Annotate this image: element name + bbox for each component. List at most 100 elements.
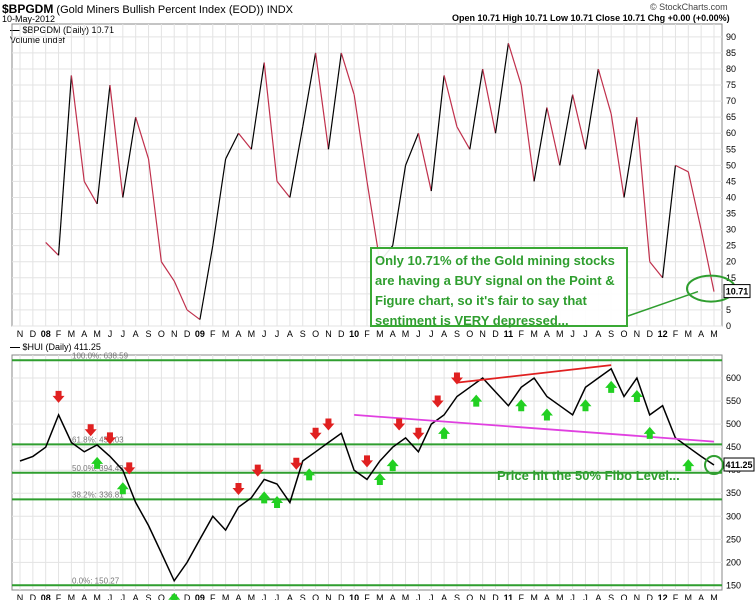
x-tick-label: M: [685, 329, 693, 339]
x-tick-label: 10: [349, 329, 359, 339]
bpgdm-segment: [559, 94, 574, 166]
bpgdm-segment: [109, 84, 124, 198]
bpgdm-segment: [314, 52, 330, 150]
bpgdm-segment: [212, 158, 227, 246]
x-tick-label: 12: [658, 329, 668, 339]
x-tick-label: M: [93, 593, 101, 600]
x-tick-label: N: [171, 329, 178, 339]
bpgdm-segment: [96, 84, 111, 204]
x-tick-label: J: [570, 329, 575, 339]
x-tick-label: J: [262, 593, 267, 600]
x-tick-label: M: [222, 329, 230, 339]
bpgdm-segment: [584, 68, 599, 150]
x-tick-label: M: [376, 329, 384, 339]
exchange: INDX: [266, 4, 293, 16]
x-tick-label: D: [646, 593, 653, 600]
x-tick-label: D: [30, 329, 37, 339]
chart-title: $BPGDM (Gold Miners Bullish Percent Inde…: [2, 2, 293, 16]
x-tick-label: J: [275, 593, 280, 600]
bpgdm-segment: [636, 117, 651, 262]
last-value-box: [723, 457, 755, 472]
bpgdm-segment: [57, 75, 73, 256]
buy-arrow: [579, 399, 592, 412]
legend-bpgdm: $BPGDM (Daily) 10.71: [10, 25, 114, 35]
y-tick-label: 85: [726, 48, 736, 58]
bpgdm-segment: [417, 133, 432, 192]
x-tick-label: N: [325, 593, 332, 600]
buy-arrow: [386, 459, 399, 472]
bpgdm-segment: [173, 280, 188, 311]
sell-arrow: [309, 427, 322, 440]
hui-price-line: [19, 367, 715, 583]
bpgdm-segment: [675, 164, 689, 173]
fibo-label: 0.0%: 150.27: [72, 576, 120, 585]
x-tick-label: O: [158, 593, 165, 600]
last-value-label: 411.25: [725, 460, 752, 470]
bpgdm-segment: [135, 116, 150, 160]
x-tick-label: O: [466, 329, 473, 339]
x-tick-label: J: [416, 329, 421, 339]
bpgdm-segment: [610, 113, 625, 198]
y-tick-label: 300: [726, 511, 741, 521]
x-tick-label: J: [121, 593, 126, 600]
y-tick-label: 60: [726, 128, 736, 138]
x-tick-label: F: [56, 593, 62, 600]
x-tick-label: F: [364, 593, 370, 600]
bpgdm-segment: [147, 158, 162, 262]
last-value-label: 10.71: [726, 287, 749, 297]
x-tick-label: F: [673, 593, 679, 600]
description: (Gold Miners Bullish Percent Index (EOD)…: [56, 4, 264, 16]
x-tick-label: J: [416, 593, 421, 600]
sell-arrow: [52, 390, 65, 403]
x-tick-label: F: [364, 329, 370, 339]
x-tick-label: A: [235, 329, 241, 339]
x-tick-label: A: [390, 329, 396, 339]
x-tick-label: N: [479, 593, 486, 600]
buy-arrow: [470, 394, 483, 407]
symbol: $BPGDM: [2, 2, 54, 16]
y-tick-label: 250: [726, 534, 741, 544]
x-tick-label: F: [210, 329, 216, 339]
buy-arrow: [168, 592, 181, 600]
x-tick-label: F: [56, 329, 62, 339]
x-tick-label: D: [492, 593, 499, 600]
x-tick-label: M: [248, 329, 256, 339]
bpgdm-segment: [443, 75, 458, 127]
x-tick-label: A: [544, 593, 550, 600]
x-tick-label: N: [325, 329, 332, 339]
buy-arrow: [438, 426, 451, 439]
x-tick-label: J: [583, 593, 588, 600]
buy-arrow: [605, 380, 618, 393]
buy-arrow: [258, 491, 271, 504]
bpgdm-segment: [430, 75, 445, 192]
bpgdm-segment: [70, 75, 85, 182]
x-tick-label: M: [222, 593, 230, 600]
x-tick-label: M: [248, 593, 256, 600]
x-tick-label: D: [492, 329, 499, 339]
x-tick-label: J: [108, 593, 113, 600]
x-tick-label: S: [300, 593, 306, 600]
buy-arrow: [116, 482, 129, 495]
y-tick-label: 15: [726, 273, 736, 283]
x-tick-label: N: [17, 329, 24, 339]
x-tick-label: J: [583, 329, 588, 339]
x-tick-label: S: [300, 329, 306, 339]
bpgdm-segment: [392, 165, 407, 246]
x-tick-label: A: [287, 329, 293, 339]
bpgdm-segment: [404, 133, 419, 166]
x-tick-label: A: [544, 329, 550, 339]
support-trendline: [354, 414, 715, 443]
x-tick-label: J: [429, 329, 434, 339]
buy-arrow: [373, 472, 386, 485]
x-tick-label: J: [429, 593, 434, 600]
x-tick-label: M: [556, 593, 564, 600]
x-tick-label: D: [338, 329, 345, 339]
legend-hui-label: $HUI (Daily) 411.25: [22, 342, 101, 352]
x-tick-label: J: [121, 329, 126, 339]
x-tick-label: 08: [41, 329, 51, 339]
x-tick-label: 10: [349, 593, 359, 600]
x-tick-label: A: [441, 593, 447, 600]
sell-arrow: [361, 455, 373, 468]
x-tick-label: A: [441, 329, 447, 339]
buy-arrow: [515, 399, 528, 412]
